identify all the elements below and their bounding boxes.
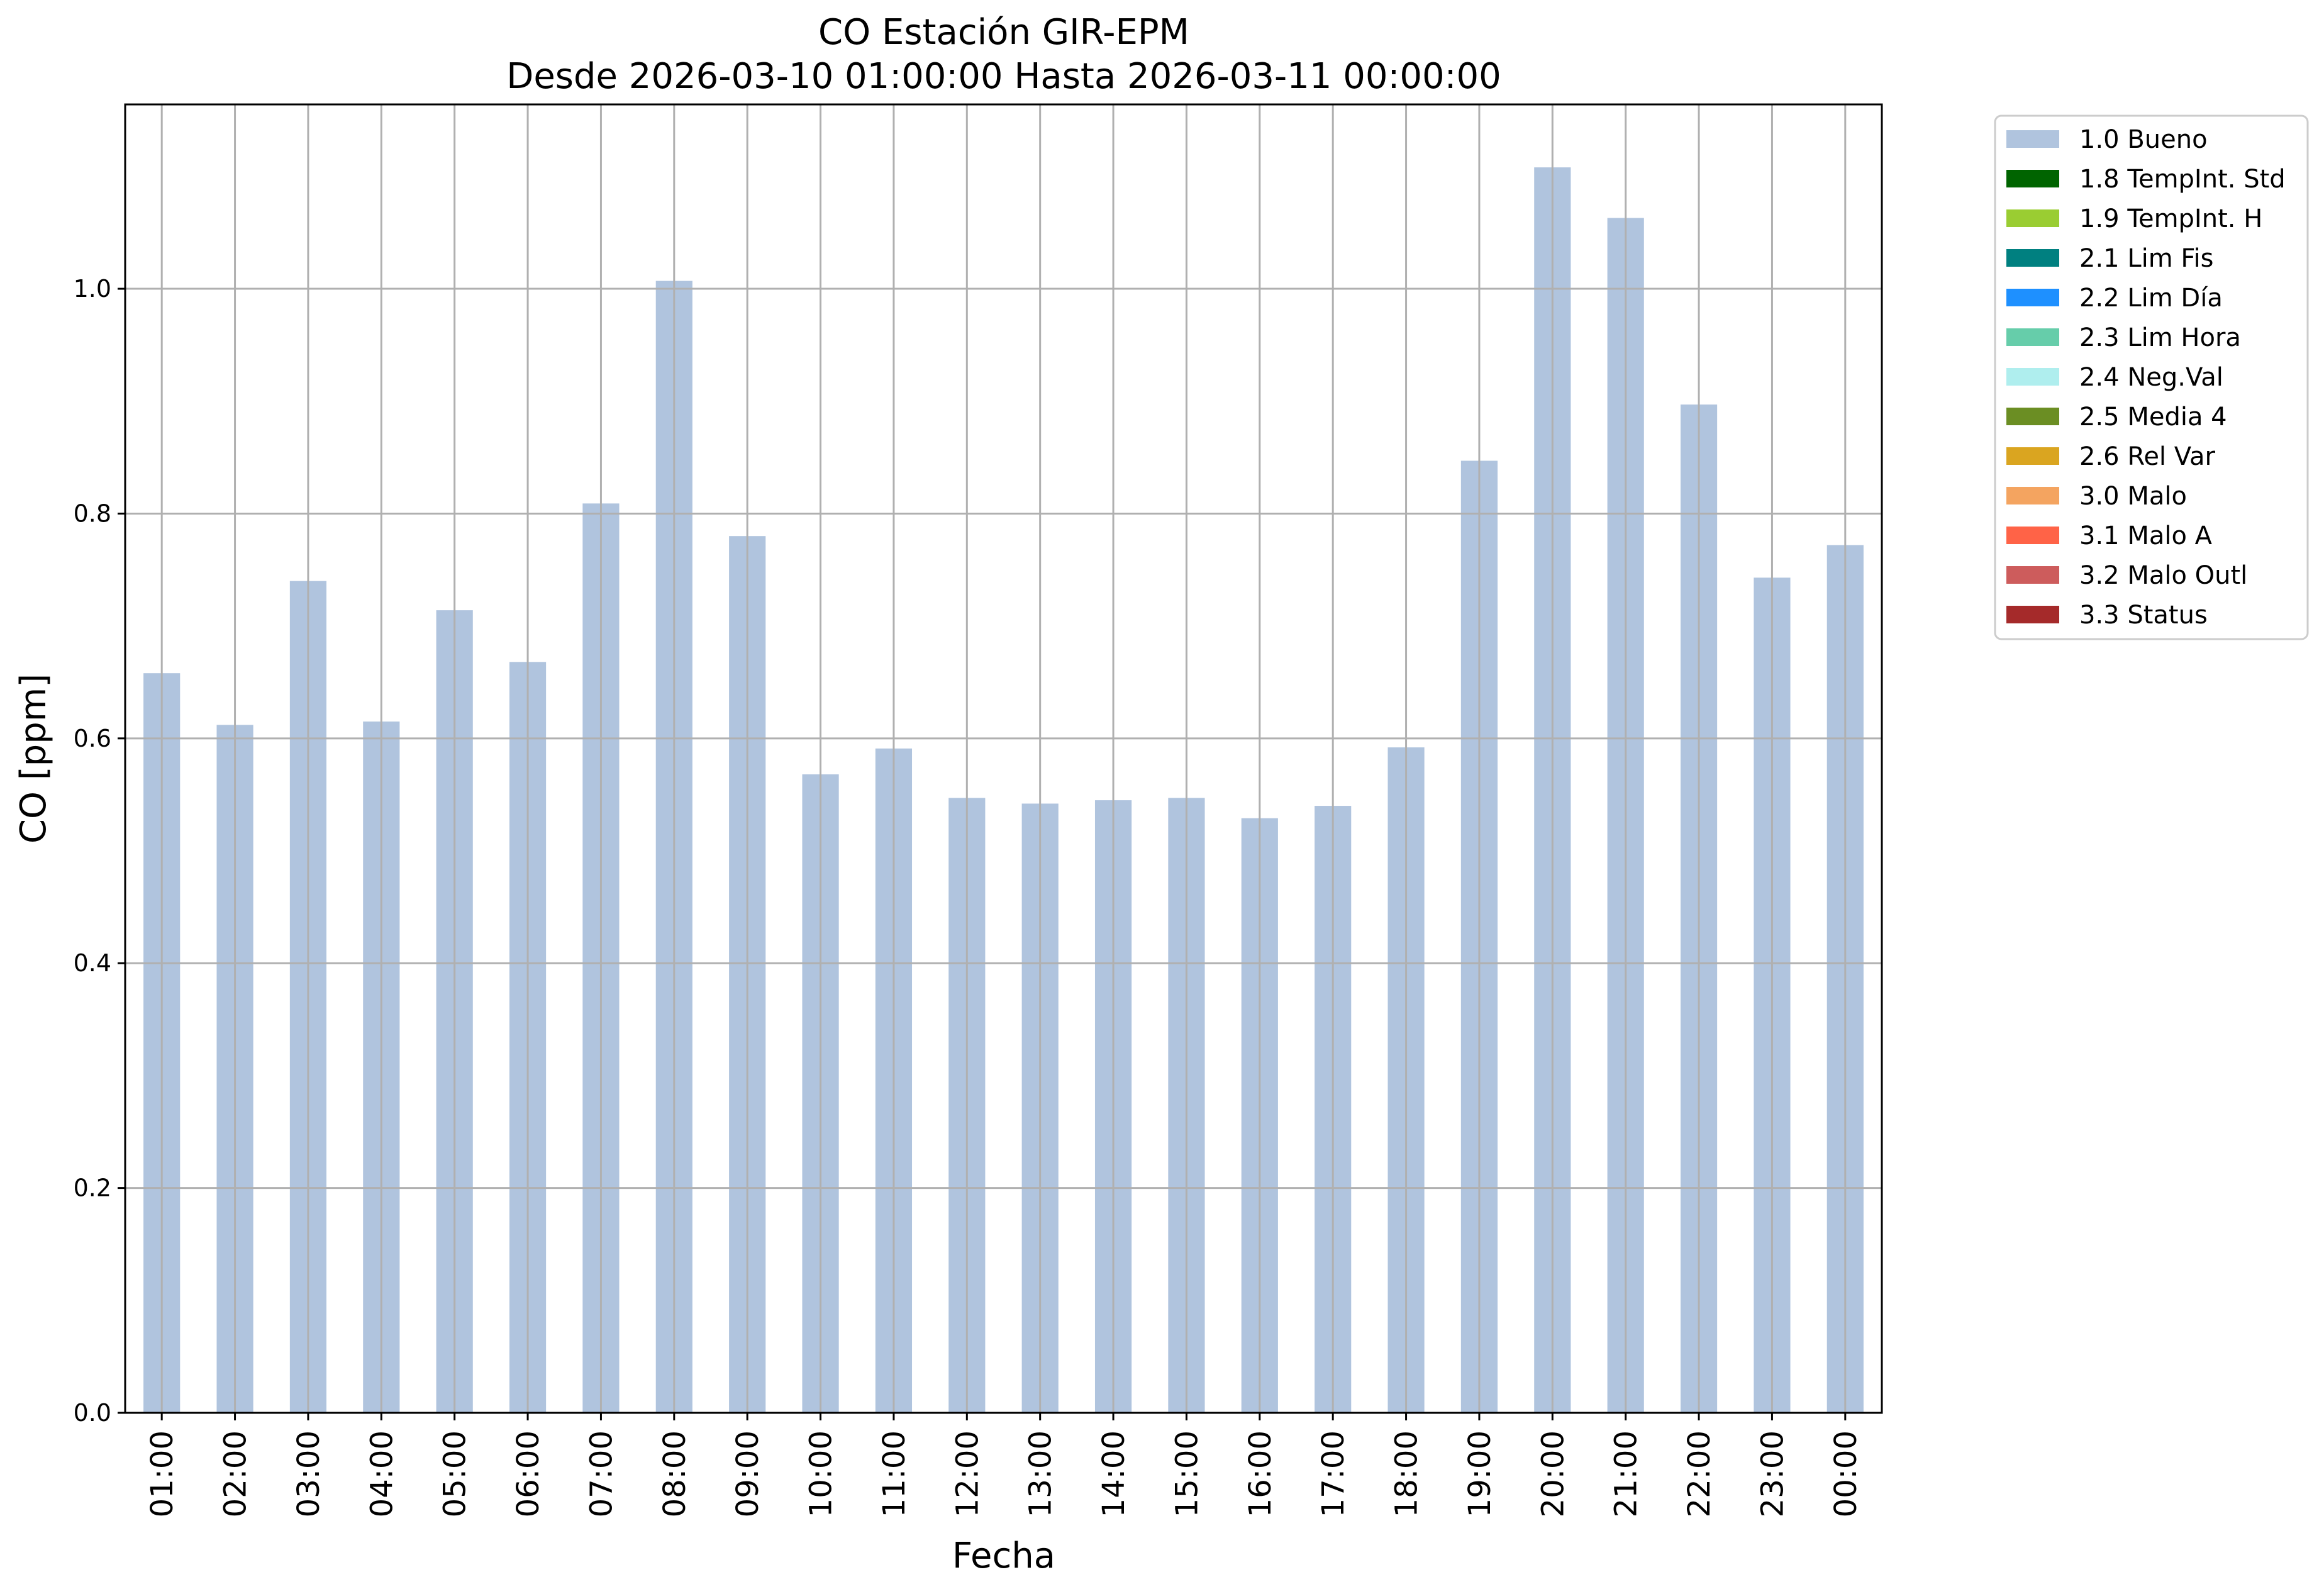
legend-label: 2.5 Media 4	[2079, 403, 2227, 432]
x-tick-label: 06:00	[511, 1430, 546, 1517]
x-tick-label: 00:00	[1828, 1430, 1864, 1517]
y-tick-label: 0.4	[74, 949, 111, 977]
x-tick-label: 09:00	[730, 1430, 765, 1517]
bar-series	[143, 167, 1864, 1413]
x-tick-label: 11:00	[877, 1430, 912, 1517]
x-tick-label: 04:00	[364, 1430, 399, 1517]
legend-label: 3.3 Status	[2079, 601, 2208, 630]
chart-subtitle: Desde 2026-03-10 01:00:00 Hasta 2026-03-…	[506, 56, 1501, 97]
x-tick-label: 05:00	[438, 1430, 473, 1517]
x-tick-label: 23:00	[1755, 1430, 1790, 1517]
legend-swatch	[2006, 566, 2059, 584]
legend: 1.0 Bueno 1.8 TempInt. Std 1.9 TempInt. H 2…	[1994, 114, 2309, 640]
legend-label: 3.1 Malo A	[2079, 521, 2213, 550]
x-tick-label: 20:00	[1535, 1430, 1571, 1517]
x-tick-label: 19:00	[1462, 1430, 1498, 1517]
legend-label: 2.3 Lim Hora	[2079, 323, 2241, 352]
legend-label: 2.1 Lim Fis	[2079, 244, 2213, 273]
legend-label: 2.4 Neg.Val	[2079, 363, 2223, 392]
x-axis-ticks: 01:00 02:00 03:00 04:00 05:00 06:00 07:00 08:00…	[145, 1413, 1864, 1517]
x-gridlines	[160, 104, 1847, 1413]
legend-swatch	[2006, 408, 2059, 425]
legend-swatch	[2006, 368, 2059, 386]
x-tick-label: 22:00	[1682, 1430, 1717, 1517]
x-axis-label: Fecha	[952, 1535, 1055, 1576]
x-tick-label: 13:00	[1023, 1430, 1059, 1517]
chart-title: CO Estación GIR-EPM	[818, 12, 1189, 53]
legend-swatch	[2006, 249, 2059, 267]
x-tick-label: 18:00	[1389, 1430, 1425, 1517]
plot-frame	[124, 103, 1883, 1414]
legend-label: 3.2 Malo Outl	[2079, 561, 2247, 590]
legend-label: 2.2 Lim Día	[2079, 284, 2223, 313]
x-tick-label: 17:00	[1316, 1430, 1351, 1517]
x-tick-label: 08:00	[657, 1430, 692, 1517]
legend-swatch	[2006, 527, 2059, 544]
x-tick-label: 03:00	[291, 1430, 326, 1517]
legend-swatch	[2006, 487, 2059, 504]
legend-swatch	[2006, 170, 2059, 187]
legend-swatch	[2006, 289, 2059, 306]
legend-swatch	[2006, 130, 2059, 148]
x-tick-label: 16:00	[1243, 1430, 1278, 1517]
x-tick-label: 14:00	[1096, 1430, 1131, 1517]
legend-label: 3.0 Malo	[2079, 482, 2187, 511]
legend-swatch	[2006, 606, 2059, 623]
legend-frame	[1994, 114, 2309, 640]
legend-swatch	[2006, 209, 2059, 227]
x-tick-label: 15:00	[1169, 1430, 1204, 1517]
legend-label: 1.8 TempInt. Std	[2079, 165, 2286, 194]
y-tick-label: 0.6	[74, 725, 111, 752]
legend-swatch	[2006, 328, 2059, 346]
x-tick-label: 01:00	[145, 1430, 180, 1517]
legend-label: 2.6 Rel Var	[2079, 442, 2216, 471]
y-tick-label: 0.2	[74, 1174, 111, 1202]
y-axis-ticks: 0.0 0.2 0.4 0.6 0.8 1.0	[74, 275, 125, 1427]
legend-label: 1.9 TempInt. H	[2079, 204, 2262, 233]
x-tick-label: 07:00	[584, 1430, 619, 1517]
y-tick-label: 0.8	[74, 499, 111, 527]
y-tick-label: 1.0	[74, 275, 111, 303]
legend-label: 1.0 Bueno	[2079, 125, 2208, 154]
x-tick-label: 10:00	[804, 1430, 839, 1517]
y-tick-label: 0.0	[74, 1399, 111, 1427]
legend-swatch	[2006, 447, 2059, 465]
y-axis-label: CO [ppm]	[13, 674, 54, 844]
x-tick-label: 02:00	[218, 1430, 253, 1517]
x-tick-label: 21:00	[1609, 1430, 1644, 1517]
x-tick-label: 12:00	[950, 1430, 985, 1517]
